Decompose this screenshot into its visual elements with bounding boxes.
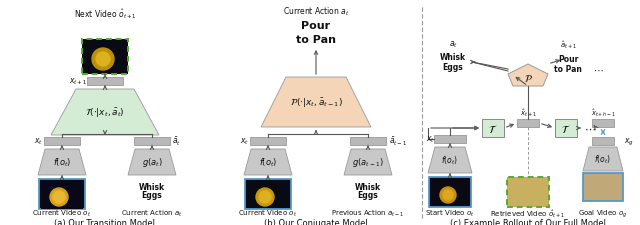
Text: (b) Our Conjugate Model: (b) Our Conjugate Model <box>264 218 368 225</box>
Circle shape <box>50 188 68 206</box>
Bar <box>245 179 291 209</box>
Text: $\mathcal{P}$: $\mathcal{P}$ <box>524 72 532 83</box>
Bar <box>592 137 614 145</box>
Text: Current Action $a_t$: Current Action $a_t$ <box>283 6 349 18</box>
Bar <box>583 173 623 201</box>
Text: $a_t$: $a_t$ <box>449 40 458 50</box>
Polygon shape <box>261 78 371 127</box>
Bar <box>592 119 614 127</box>
Text: Current Video $o_t$: Current Video $o_t$ <box>33 208 92 218</box>
Circle shape <box>259 191 271 203</box>
Text: $\mathcal{T}(\cdot|x_t,\bar{a}_t)$: $\mathcal{T}(\cdot|x_t,\bar{a}_t)$ <box>85 106 125 119</box>
Text: (c) Example Rollout of Our Full Model: (c) Example Rollout of Our Full Model <box>450 218 606 225</box>
Text: $\hat{x}_{t+h-1}$: $\hat{x}_{t+h-1}$ <box>591 107 616 118</box>
Bar <box>39 179 85 209</box>
Circle shape <box>96 53 110 67</box>
Text: Start Video $o_t$: Start Video $o_t$ <box>425 208 475 218</box>
Text: to Pan: to Pan <box>296 35 336 45</box>
Bar <box>429 177 471 207</box>
Text: $\mathcal{T}$: $\mathcal{T}$ <box>488 122 498 134</box>
Text: $\hat{a}_{t+1}$: $\hat{a}_{t+1}$ <box>559 39 577 51</box>
Text: Pour: Pour <box>558 55 578 64</box>
Text: $\mathcal{P}(\cdot|x_t,\bar{a}_{t-1})$: $\mathcal{P}(\cdot|x_t,\bar{a}_{t-1})$ <box>289 96 342 109</box>
Text: Current Action $a_t$: Current Action $a_t$ <box>122 208 182 218</box>
Bar <box>134 137 170 145</box>
Text: $g(a_{t-1})$: $g(a_{t-1})$ <box>352 156 384 169</box>
Polygon shape <box>344 149 392 175</box>
Text: $x_{t+1}$: $x_{t+1}$ <box>69 76 87 87</box>
Text: to Pan: to Pan <box>554 65 582 74</box>
Text: $x_t$: $x_t$ <box>33 136 42 147</box>
Bar <box>87 78 123 86</box>
Circle shape <box>256 188 274 206</box>
Bar <box>41 181 83 209</box>
Text: $f(o_t)$: $f(o_t)$ <box>259 156 277 169</box>
Text: $x_g$: $x_g$ <box>624 136 634 147</box>
Text: $f(o_t)$: $f(o_t)$ <box>442 154 458 166</box>
Polygon shape <box>244 149 292 175</box>
Text: Eggs: Eggs <box>443 62 463 71</box>
Text: Pour: Pour <box>301 21 331 31</box>
Circle shape <box>440 187 456 203</box>
Polygon shape <box>51 90 159 135</box>
Text: Eggs: Eggs <box>141 191 163 200</box>
Bar <box>434 135 466 143</box>
Circle shape <box>92 49 114 71</box>
Bar <box>350 137 386 145</box>
Text: $\mathcal{T}$: $\mathcal{T}$ <box>561 122 571 134</box>
Text: $\cdots$: $\cdots$ <box>593 65 604 75</box>
Text: Previous Action $a_{t-1}$: Previous Action $a_{t-1}$ <box>332 208 404 218</box>
Text: Current Video $o_t$: Current Video $o_t$ <box>239 208 298 218</box>
Bar <box>507 177 549 207</box>
Text: $x_t$: $x_t$ <box>426 134 435 145</box>
Text: $\bar{a}_t$: $\bar{a}_t$ <box>172 135 182 147</box>
Bar <box>82 40 128 75</box>
Bar <box>517 119 539 127</box>
Polygon shape <box>428 147 472 173</box>
Polygon shape <box>128 149 176 175</box>
Circle shape <box>53 191 65 203</box>
Text: $f(o_t)$: $f(o_t)$ <box>52 156 71 169</box>
Text: $\cdots$: $\cdots$ <box>584 124 596 133</box>
Text: Eggs: Eggs <box>358 191 378 200</box>
Circle shape <box>443 190 453 200</box>
Bar <box>44 137 80 145</box>
Bar <box>482 119 504 137</box>
Bar <box>250 137 286 145</box>
Text: Whisk: Whisk <box>139 183 165 192</box>
Text: Goal Video $o_g$: Goal Video $o_g$ <box>579 207 628 219</box>
Text: (a) Our Transition Model: (a) Our Transition Model <box>54 218 156 225</box>
Text: $f(o_t)$: $f(o_t)$ <box>595 153 611 166</box>
Text: $x_t$: $x_t$ <box>239 136 248 147</box>
Text: $g(a_t)$: $g(a_t)$ <box>141 156 163 169</box>
Polygon shape <box>38 149 86 175</box>
Text: $\bar{a}_{t-1}$: $\bar{a}_{t-1}$ <box>389 135 407 147</box>
Polygon shape <box>508 65 548 87</box>
Polygon shape <box>583 147 623 171</box>
Bar <box>555 119 577 137</box>
Text: Next Video $\hat{o}_{t+1}$: Next Video $\hat{o}_{t+1}$ <box>74 7 136 21</box>
Text: $\hat{x}_{t+1}$: $\hat{x}_{t+1}$ <box>520 107 536 118</box>
Text: Retrieved Video $\hat{o}_{t+1}$: Retrieved Video $\hat{o}_{t+1}$ <box>490 207 566 219</box>
Text: Whisk: Whisk <box>440 53 466 62</box>
Text: Whisk: Whisk <box>355 183 381 192</box>
